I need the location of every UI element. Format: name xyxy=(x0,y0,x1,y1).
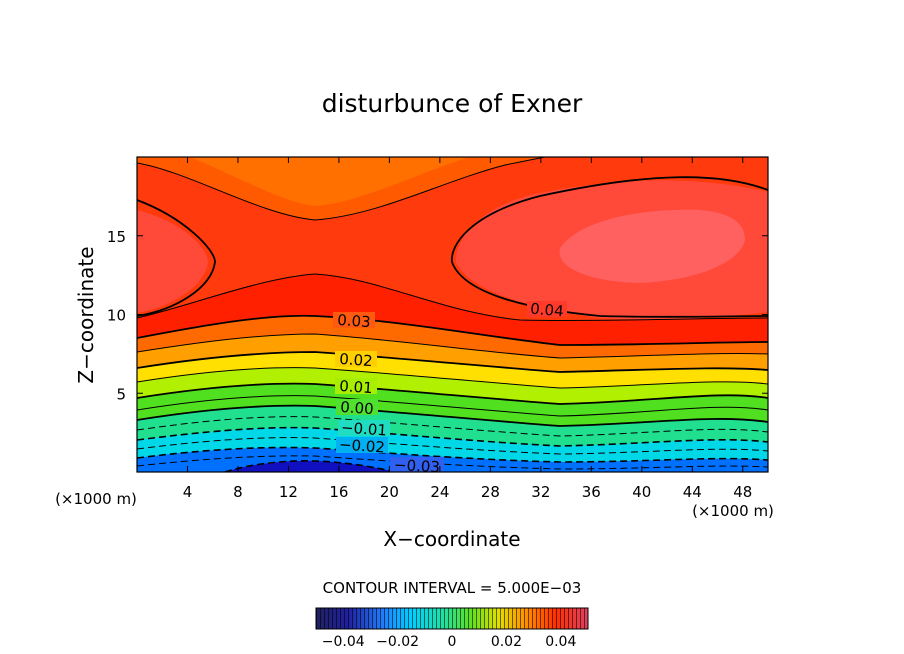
y-tick-label: 10 xyxy=(107,307,126,325)
x-tick-label: 32 xyxy=(531,483,550,501)
contour-line xyxy=(137,157,546,221)
colorbar xyxy=(315,607,589,630)
contour-label: 0.02 xyxy=(339,350,374,370)
x-unit-left: (×1000 m) xyxy=(55,490,137,508)
y-axis-label: Z−coordinate xyxy=(74,246,98,383)
band-dark-blue xyxy=(225,460,395,472)
contour-line xyxy=(137,333,768,359)
contour-lines-solid xyxy=(137,157,768,427)
x-unit-right: (×1000 m) xyxy=(692,502,774,520)
contour-line-0.02 xyxy=(137,351,768,373)
contour-label: 0.04 xyxy=(530,300,565,321)
contour-label-bg xyxy=(527,301,567,317)
x-tick-label: 4 xyxy=(183,483,193,501)
x-tick-label: 28 xyxy=(481,483,500,501)
contour-line-neg-0.03 xyxy=(224,460,396,472)
contour-label-bg xyxy=(336,437,388,453)
y-tick-label: 15 xyxy=(107,228,126,246)
contour-fill: 0.04 0.03 0.02 0.01 0.00 −0.01 −0.02 −0.… xyxy=(137,157,768,476)
contour-label-bg xyxy=(335,351,377,367)
contour-label-bg xyxy=(338,420,390,436)
contour-label: 0.01 xyxy=(339,377,374,397)
colorbar-tick-label: 0.04 xyxy=(545,634,576,650)
contour-label: −0.02 xyxy=(338,435,385,456)
x-tick-label: 20 xyxy=(380,483,399,501)
contour-label-bg xyxy=(390,457,444,472)
contour-label: −0.03 xyxy=(394,456,441,476)
x-tick-label: 8 xyxy=(233,483,243,501)
colorbar-frame xyxy=(315,607,589,630)
contour-line-0.01 xyxy=(137,382,768,405)
band-right-max xyxy=(559,209,745,283)
x-axis-label: X−coordinate xyxy=(383,527,520,551)
colorbar-tick-label: 0.02 xyxy=(491,634,522,650)
colorbar-stripes xyxy=(316,608,588,629)
x-tick-label: 48 xyxy=(733,483,752,501)
x-tick-label: 44 xyxy=(683,483,702,501)
colorbar-tick-label: −0.02 xyxy=(376,634,419,650)
x-tick-label: 40 xyxy=(632,483,651,501)
contour-line-0.04-right xyxy=(451,176,768,318)
y-tick-label: 5 xyxy=(116,385,126,403)
contour-label: −0.01 xyxy=(340,418,387,439)
y-axis: 5 10 15 xyxy=(107,228,768,403)
contour-line xyxy=(137,455,768,470)
band-upper-orange-inner xyxy=(190,157,470,206)
contour-label: 0.03 xyxy=(337,311,372,331)
colorbar-tick-label: 0 xyxy=(448,634,457,650)
contour-label-bg xyxy=(336,399,378,415)
x-tick-label: 36 xyxy=(582,483,601,501)
contour-line xyxy=(137,395,768,417)
contour-label-group: 0.04 0.03 0.02 0.01 0.00 −0.01 −0.02 −0.… xyxy=(333,300,567,476)
contour-interval: CONTOUR INTERVAL = 5.000E−03 xyxy=(323,579,582,597)
contour-lines-dashed xyxy=(137,416,768,472)
contour-line xyxy=(137,416,768,437)
contour-line xyxy=(137,437,768,455)
x-tick-label: 24 xyxy=(430,483,449,501)
x-tick-label: 12 xyxy=(279,483,298,501)
contour-line-neg-0.02 xyxy=(137,446,768,463)
contour-line xyxy=(137,273,768,322)
contour-label-bg xyxy=(335,378,377,394)
contour-line xyxy=(137,367,768,389)
contour-line-0.03 xyxy=(137,314,768,346)
colorbar-tick-label: −0.04 xyxy=(322,634,365,650)
contour-label: 0.00 xyxy=(340,398,375,418)
band-left-core xyxy=(137,210,208,313)
x-axis: 4 8 12 16 20 24 28 32 36 40 44 48 xyxy=(183,157,752,501)
contour-line-0.00 xyxy=(137,404,768,427)
contour-label-bg xyxy=(333,312,375,328)
contour-line-neg-0.01 xyxy=(137,426,768,447)
contour-line-0.04-left xyxy=(137,199,216,317)
colorbar-ticks: −0.04 −0.02 0 0.02 0.04 xyxy=(322,634,577,650)
x-tick-label: 16 xyxy=(329,483,348,501)
chart-title: disturbunce of Exner xyxy=(322,89,583,118)
